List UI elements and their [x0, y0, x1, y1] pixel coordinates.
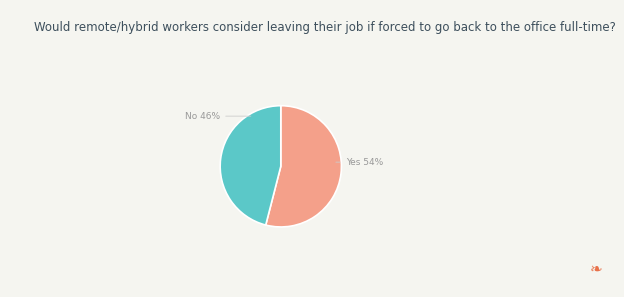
- Text: ❧: ❧: [590, 261, 602, 276]
- Wedge shape: [266, 106, 341, 227]
- Wedge shape: [220, 106, 281, 225]
- Text: Yes 54%: Yes 54%: [336, 158, 383, 167]
- Text: Would remote/hybrid workers consider leaving their job if forced to go back to t: Would remote/hybrid workers consider lea…: [34, 21, 616, 34]
- Text: No 46%: No 46%: [185, 112, 251, 121]
